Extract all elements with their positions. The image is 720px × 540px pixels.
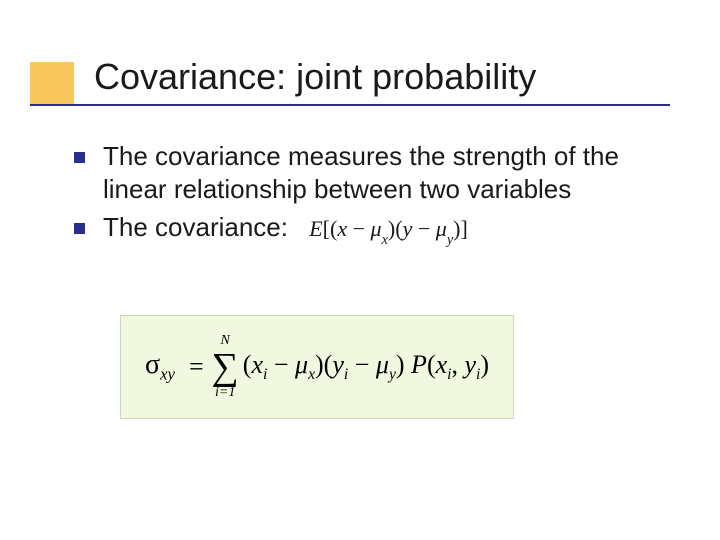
slide-title: Covariance: joint probability	[94, 56, 536, 98]
inline-formula: E[(x − μx)(y − μy)]	[309, 216, 468, 241]
bullet-square-icon	[74, 223, 85, 234]
title-underline	[30, 104, 670, 106]
covariance-formula: σxy = N ∑ i=1 (xi − μx)(yi − μy) P(xi, y…	[120, 315, 514, 419]
bullet-list: The covariance measures the strength of …	[74, 140, 674, 250]
bullet-label: The covariance:	[103, 212, 288, 242]
list-item: The covariance measures the strength of …	[74, 140, 674, 207]
formula-row: σxy = N ∑ i=1 (xi − μx)(yi − μy) P(xi, y…	[145, 334, 489, 400]
equals-sign: =	[189, 352, 204, 382]
bullet-text: The covariance: E[(x − μx)(y − μy)]	[103, 211, 468, 247]
formula-rhs: (xi − μx)(yi − μy) P(xi, yi)	[243, 350, 489, 384]
summation-icon: N ∑ i=1	[212, 334, 239, 400]
bullet-text: The covariance measures the strength of …	[103, 140, 674, 207]
list-item: The covariance: E[(x − μx)(y − μy)]	[74, 211, 674, 247]
title-accent-box	[30, 62, 74, 106]
formula-lhs: σxy	[145, 349, 175, 385]
bullet-square-icon	[74, 152, 85, 163]
